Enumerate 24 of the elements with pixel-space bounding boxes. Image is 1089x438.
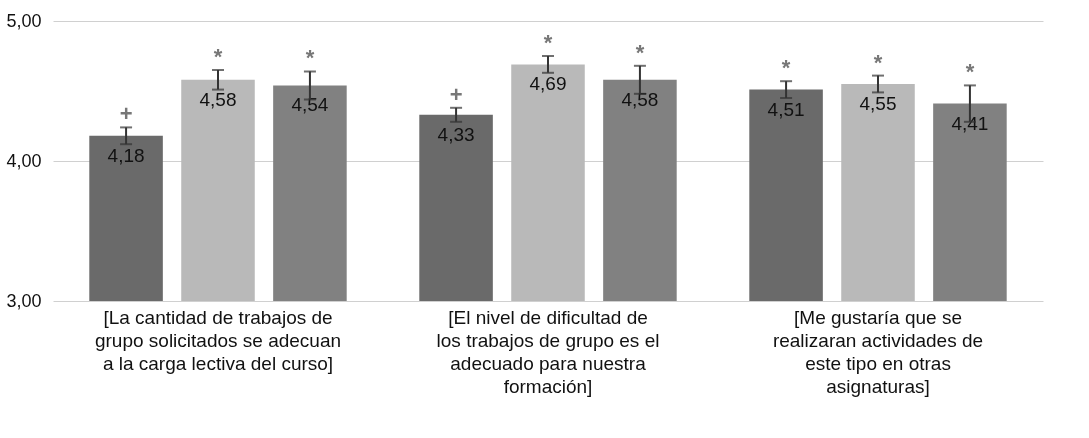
data-label: 4,51 — [767, 98, 805, 120]
annotation: + — [119, 101, 133, 127]
data-label: 4,18 — [107, 144, 145, 166]
data-label: 4,55 — [859, 93, 897, 114]
x-tick-label: [La cantidad de trabajos de grupo solicitados se adecuan a la carga lectiva del curso] — [94, 307, 342, 374]
data-label: 4,69 — [529, 73, 567, 95]
data-label: 4,33 — [437, 123, 475, 145]
annotation: * — [543, 30, 553, 55]
x-tick-label: [El nivel de dificultad de los trabajos de grupo es el adecuado para nuestra formación] — [436, 307, 660, 397]
data-label: 4,58 — [621, 88, 659, 110]
y-tick-label: 4,00 — [6, 150, 42, 171]
data-label: 4,41 — [951, 112, 989, 134]
x-tick-label: [Me gustaría que se realizaran actividades de este tipo en otras asignaturas] — [772, 307, 984, 397]
annotation: + — [449, 81, 463, 107]
annotation: * — [305, 45, 315, 71]
annotation: * — [965, 59, 975, 85]
annotation: * — [781, 55, 791, 81]
y-tick-label: 3,00 — [6, 290, 42, 311]
annotation: * — [635, 39, 645, 65]
annotation: * — [873, 49, 883, 75]
annotation: * — [213, 44, 223, 69]
data-label: 4,54 — [291, 94, 329, 116]
data-label: 4,58 — [199, 88, 237, 110]
y-tick-label: 5,00 — [6, 10, 42, 31]
